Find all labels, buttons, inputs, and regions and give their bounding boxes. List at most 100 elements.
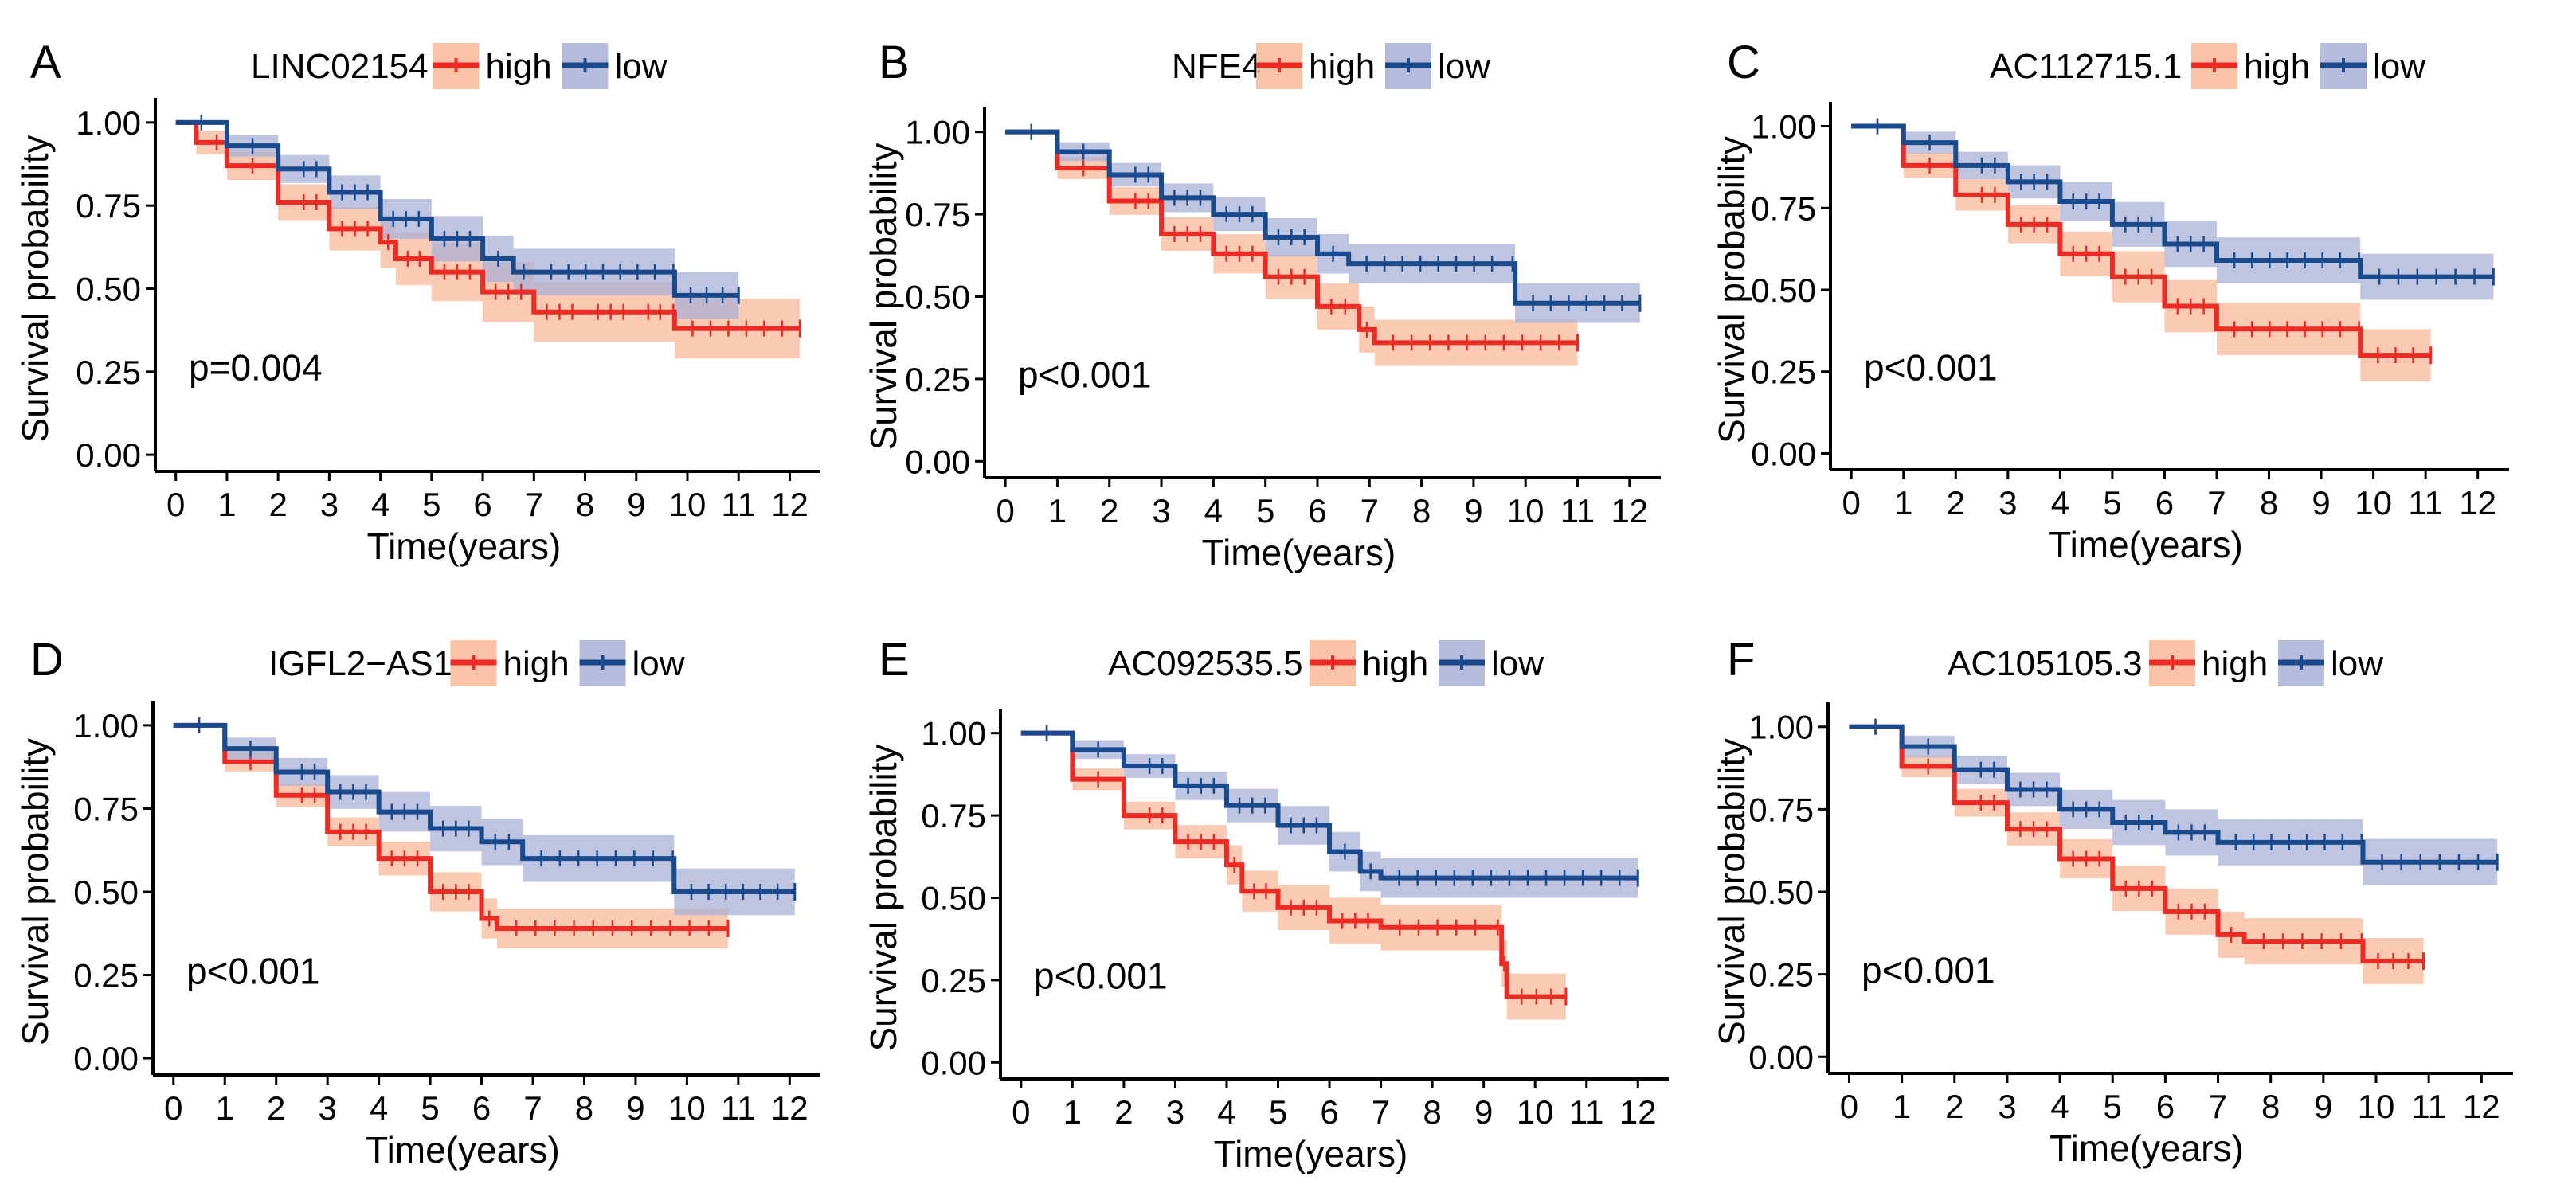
- y-tick-label: 0.00: [1748, 1038, 1814, 1076]
- legend-label-low: low: [1491, 644, 1544, 683]
- y-tick-label: 0.00: [76, 436, 141, 474]
- x-tick-label: 7: [525, 486, 543, 523]
- x-tick-label: 10: [1517, 1093, 1554, 1131]
- survival-curve-low: [1005, 129, 1640, 306]
- ci-band-low: [1851, 126, 2494, 300]
- p-value: p=0.004: [189, 347, 323, 389]
- legend-label-low: low: [1438, 47, 1490, 86]
- survival-curve-low: [1849, 724, 2498, 865]
- x-tick-label: 4: [1204, 492, 1223, 530]
- x-tick-label: 0: [164, 1089, 182, 1127]
- legend-label-high: high: [1362, 644, 1428, 683]
- x-tick-label: 3: [1152, 492, 1170, 530]
- x-axis-title: Time(years): [367, 526, 562, 567]
- x-tick-label: 12: [771, 486, 808, 523]
- x-tick-label: 8: [576, 486, 594, 523]
- y-axis-title: Survival probability: [863, 143, 904, 450]
- y-tick-label: 0.00: [905, 443, 970, 480]
- x-tick-label: 3: [1166, 1093, 1184, 1131]
- x-tick-label: 1: [1048, 492, 1067, 530]
- panel-label: C: [1727, 37, 1760, 88]
- ci-band-high: [175, 122, 801, 359]
- y-tick-label: 1.00: [905, 114, 970, 151]
- x-tick-label: 9: [627, 486, 645, 523]
- survival-curve-low: [1851, 123, 2494, 279]
- x-tick-label: 7: [2207, 484, 2226, 522]
- panel-label: F: [1727, 634, 1755, 686]
- p-value: p<0.001: [1864, 346, 1998, 388]
- x-tick-label: 10: [669, 486, 707, 523]
- x-tick-label: 12: [771, 1089, 808, 1127]
- y-tick-label: 0.00: [1751, 435, 1816, 472]
- x-tick-label: 12: [1611, 492, 1648, 530]
- x-tick-label: 10: [2355, 484, 2392, 522]
- ci-band-low: [1849, 726, 2498, 885]
- x-tick-label: 5: [2103, 484, 2121, 522]
- legend-label-high: high: [2202, 644, 2268, 683]
- x-tick-label: 4: [371, 486, 390, 523]
- x-tick-label: 1: [1893, 1088, 1911, 1125]
- y-tick-label: 0.00: [73, 1040, 139, 1077]
- y-tick-label: 0.25: [905, 361, 970, 398]
- y-tick-label: 0.50: [76, 271, 141, 308]
- x-tick-label: 2: [1100, 492, 1118, 530]
- y-tick-label: 0.25: [76, 354, 141, 391]
- x-tick-label: 0: [1012, 1093, 1030, 1131]
- survival-curve-low: [175, 119, 739, 298]
- legend-label-high: high: [503, 644, 570, 683]
- y-tick-label: 0.25: [1751, 354, 1816, 391]
- legend-label-high: high: [2244, 47, 2310, 86]
- ci-band-high: [1020, 733, 1566, 1020]
- x-tick-label: 5: [1269, 1093, 1287, 1131]
- x-tick-label: 3: [1998, 1088, 2016, 1125]
- legend-gene-name: AC112715.1: [1990, 47, 2182, 86]
- y-axis-title: Survival probability: [14, 135, 56, 442]
- x-tick-label: 7: [1372, 1093, 1390, 1131]
- legend-label-low: low: [615, 47, 667, 86]
- legend-gene-name: AC092535.5: [1108, 644, 1303, 683]
- x-tick-label: 6: [1308, 492, 1326, 530]
- p-value: p<0.001: [1018, 354, 1152, 396]
- legend-label-low: low: [632, 644, 685, 683]
- x-tick-label: 1: [216, 1089, 234, 1127]
- ci-band-low: [1005, 131, 1640, 323]
- y-tick-label: 0.50: [73, 873, 139, 911]
- legend-label-high: high: [1309, 47, 1375, 86]
- x-tick-label: 10: [2358, 1088, 2395, 1125]
- y-tick-label: 1.00: [76, 104, 141, 142]
- y-tick-label: 0.75: [76, 187, 141, 225]
- x-tick-label: 9: [1474, 1093, 1493, 1131]
- survival-curve-low: [173, 722, 795, 894]
- x-tick-label: 10: [668, 1089, 706, 1127]
- y-tick-label: 0.25: [73, 957, 139, 995]
- x-tick-label: 10: [1507, 492, 1544, 530]
- legend-gene-name: AC105105.3: [1948, 644, 2143, 683]
- y-tick-label: 0.00: [921, 1044, 986, 1081]
- y-axis-title: Survival probability: [1711, 738, 1752, 1045]
- x-tick-label: 0: [1840, 1088, 1858, 1125]
- x-tick-label: 8: [2260, 484, 2278, 522]
- x-axis-title: Time(years): [1202, 532, 1396, 573]
- x-tick-label: 2: [268, 486, 287, 523]
- panel-label: A: [30, 37, 61, 88]
- x-tick-label: 8: [2261, 1088, 2280, 1125]
- x-tick-label: 3: [1999, 484, 2017, 522]
- y-tick-label: 0.75: [73, 790, 139, 827]
- y-axis-title: Survival probability: [1711, 136, 1752, 444]
- x-tick-label: 9: [2314, 1088, 2332, 1125]
- y-tick-label: 0.75: [1748, 791, 1814, 828]
- x-axis-title: Time(years): [366, 1129, 560, 1171]
- x-tick-label: 4: [370, 1089, 388, 1127]
- y-tick-label: 0.75: [1751, 190, 1816, 227]
- x-tick-label: 7: [2209, 1088, 2227, 1125]
- legend-label-low: low: [2331, 644, 2383, 683]
- y-tick-label: 0.50: [1748, 873, 1814, 911]
- x-tick-label: 9: [1464, 492, 1482, 530]
- x-tick-label: 8: [1423, 1093, 1441, 1131]
- x-tick-label: 1: [217, 486, 236, 523]
- x-tick-label: 7: [523, 1089, 542, 1127]
